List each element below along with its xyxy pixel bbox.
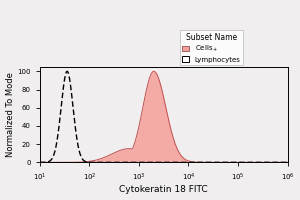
Y-axis label: Normalized To Mode: Normalized To Mode <box>6 72 15 157</box>
Legend: Cells$_+$, Lymphocytes: Cells$_+$, Lymphocytes <box>180 30 244 65</box>
X-axis label: Cytokeratin 18 FITC: Cytokeratin 18 FITC <box>119 185 208 194</box>
